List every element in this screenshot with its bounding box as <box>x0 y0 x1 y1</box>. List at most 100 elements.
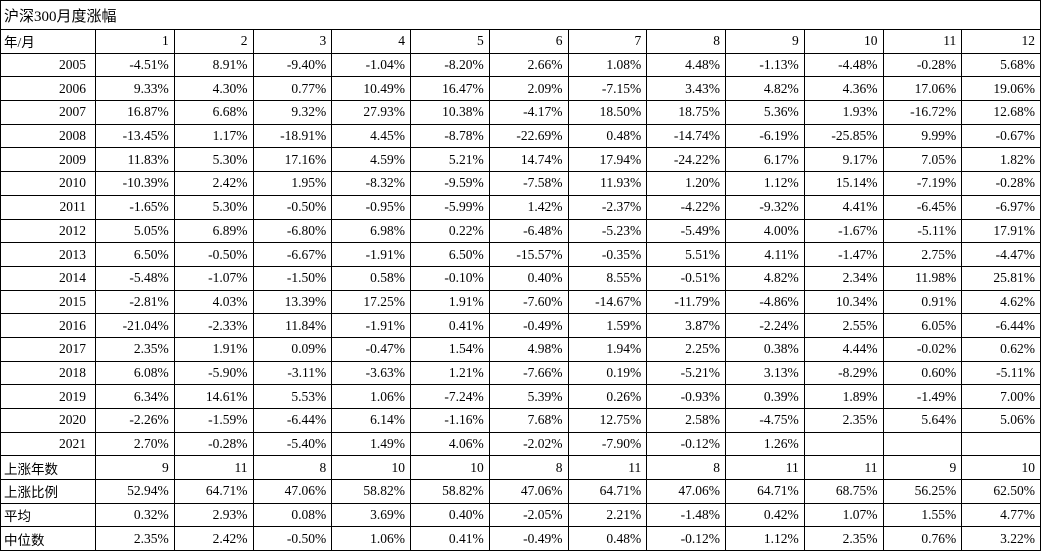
cell: 18.75% <box>646 100 726 125</box>
cell: 0.39% <box>725 384 805 409</box>
cell: 2.21% <box>567 502 648 528</box>
cell: -1.65% <box>95 194 175 220</box>
row-label: 2011 <box>0 194 96 220</box>
year-row: 2007 16.87% 6.68% 9.32% 27.93% 10.38% -4.17% 18… <box>0 100 1041 125</box>
cell: 0.48% <box>567 123 648 149</box>
cell: -2.81% <box>95 289 175 315</box>
cell: -1.04% <box>331 52 411 78</box>
cell: 1.21% <box>410 360 490 386</box>
cell: -7.19% <box>882 171 963 196</box>
cell: 1.17% <box>173 123 254 149</box>
cell: -0.47% <box>331 336 411 362</box>
cell: -4.51% <box>95 52 175 78</box>
year-row: 2012 5.05% 6.89% -6.80% 6.98% 0.22% -6.48% -5.2… <box>0 218 1041 244</box>
cell: -8.78% <box>410 123 490 149</box>
cell: 5.05% <box>95 218 175 244</box>
cell: 10 <box>961 455 1041 481</box>
year-row: 2013 6.50% -0.50% -6.67% -1.91% 6.50% -15.57% -… <box>0 242 1041 267</box>
month-header-1: 1 <box>95 29 175 54</box>
cell: -4.47% <box>961 242 1041 267</box>
cell: 2.66% <box>488 52 569 78</box>
cell: -5.49% <box>646 218 726 244</box>
cell: 2.42% <box>173 171 254 196</box>
cell: 1.82% <box>961 147 1041 173</box>
cell: 4.48% <box>646 52 726 78</box>
cell: 4.11% <box>725 242 805 267</box>
cell: -4.75% <box>725 408 805 433</box>
cell: -4.48% <box>803 52 884 78</box>
year-row: 2014 -5.48% -1.07% -1.50% 0.58% -0.10% 0.40% 8.… <box>0 265 1041 291</box>
cell: 2.34% <box>803 265 884 291</box>
cell: 4.41% <box>803 194 884 220</box>
cell: -2.05% <box>488 502 569 528</box>
cell: 4.82% <box>725 265 805 291</box>
cell: -1.67% <box>803 218 884 244</box>
cell: 6.34% <box>95 384 175 409</box>
cell: 14.74% <box>488 147 569 173</box>
cell: 9 <box>95 455 175 481</box>
cell: -7.58% <box>488 171 569 196</box>
cell: 17.16% <box>252 147 333 173</box>
cell: 4.30% <box>173 76 254 102</box>
cell: -0.50% <box>252 526 333 552</box>
cell: 16.87% <box>95 100 175 125</box>
year-row: 2019 6.34% 14.61% 5.53% 1.06% -7.24% 5.39% 0.26… <box>0 384 1041 409</box>
cell: 0.76% <box>882 526 963 552</box>
cell: 16.47% <box>410 76 490 102</box>
row-label: 2021 <box>0 431 96 457</box>
cell: 2.25% <box>646 336 726 362</box>
cell: 5.68% <box>961 52 1041 78</box>
cell: 1.54% <box>410 336 490 362</box>
cell: 5.39% <box>488 384 569 409</box>
cell: 3.87% <box>646 313 726 338</box>
cell: -0.49% <box>488 313 569 338</box>
row-label: 上涨比例 <box>0 479 96 504</box>
year-row: 2016 -21.04% -2.33% 11.84% -1.91% 0.41% -0.49%… <box>0 313 1041 338</box>
cell: 11.84% <box>252 313 333 338</box>
cell: -0.28% <box>961 171 1041 196</box>
cell: -10.39% <box>95 171 175 196</box>
cell: 6.08% <box>95 360 175 386</box>
cell: 4.44% <box>803 336 884 362</box>
cell: 56.25% <box>882 479 963 504</box>
cell: -6.45% <box>882 194 963 220</box>
cell: 62.50% <box>961 479 1041 504</box>
cell: 2.58% <box>646 408 726 433</box>
month-header-4: 4 <box>331 29 411 54</box>
row-label: 2012 <box>0 218 96 244</box>
month-header-9: 9 <box>725 29 805 54</box>
cell: -13.45% <box>95 123 175 149</box>
cell: 1.06% <box>331 384 411 409</box>
cell: 52.94% <box>95 479 175 504</box>
cell: 4.03% <box>173 289 254 315</box>
cell: 0.32% <box>95 502 175 528</box>
row-label: 2013 <box>0 242 96 267</box>
cell: -18.91% <box>252 123 333 149</box>
cell: -0.50% <box>173 242 254 267</box>
cell: 6.68% <box>173 100 254 125</box>
cell: -0.12% <box>646 431 726 457</box>
cell: 14.61% <box>173 384 254 409</box>
row-label: 2008 <box>0 123 96 149</box>
cell: 0.58% <box>331 265 411 291</box>
cell: -9.32% <box>725 194 805 220</box>
cell: 9.99% <box>882 123 963 149</box>
cell: 0.42% <box>725 502 805 528</box>
table-title: 沪深300月度涨幅 <box>0 0 1041 30</box>
cell: 1.42% <box>488 194 569 220</box>
cell: -0.35% <box>567 242 648 267</box>
corner-label: 年/月 <box>0 29 96 54</box>
cell: -5.23% <box>567 218 648 244</box>
cell: 2.35% <box>803 408 884 433</box>
cell: 11.83% <box>95 147 175 173</box>
cell: 4.62% <box>961 289 1041 315</box>
cell: 7.68% <box>488 408 569 433</box>
cell: -5.48% <box>95 265 175 291</box>
cell: -5.90% <box>173 360 254 386</box>
title-row: 沪深300月度涨幅 <box>0 0 1041 30</box>
month-header-2: 2 <box>173 29 254 54</box>
cell: -6.48% <box>488 218 569 244</box>
cell: -2.24% <box>725 313 805 338</box>
cell <box>882 431 963 457</box>
